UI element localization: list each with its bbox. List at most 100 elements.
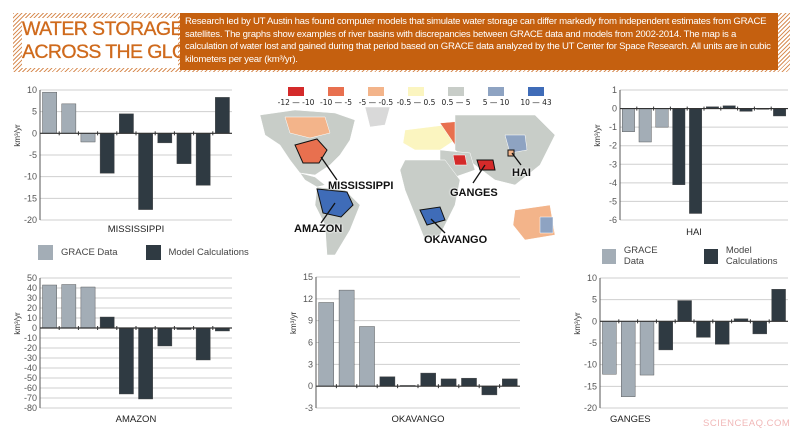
map-china-gain — [504, 134, 528, 154]
legend-item-grace: GRACE Data — [602, 245, 676, 267]
bar-model — [689, 108, 703, 214]
map-legend-item: -10 — -5 — [316, 87, 356, 107]
chart-title-ganges: GANGES — [610, 414, 651, 425]
map-label-amazon: AMAZON — [294, 223, 343, 235]
map-central-america — [299, 172, 326, 188]
map-asia — [454, 114, 556, 186]
chart-amazon: 50 40 30 20 10 0 -10 -20 -30 -40 -50 -60 -70 -80 km³/y… — [10, 272, 235, 413]
bar-model — [440, 378, 457, 387]
y-tick-label: -5 — [29, 150, 37, 160]
bar-grace — [621, 321, 636, 397]
legend-item-model: Model Calculations — [703, 245, 800, 267]
y-tick-label: 3 — [308, 359, 313, 369]
grace-swatch — [602, 248, 616, 264]
y-tick-label: 0 — [32, 128, 37, 138]
bar-grace — [42, 284, 57, 329]
map-legend-label: -5 — -0.5 — [358, 98, 394, 107]
y-tick-label: -10 — [24, 172, 37, 182]
legend-label: Model Calculations — [168, 247, 249, 258]
map-label-mississippi: MISSISSIPPI — [328, 180, 394, 192]
y-tick-label: 40 — [27, 283, 37, 293]
bar-model — [138, 133, 153, 210]
y-tick-label: -3 — [305, 403, 313, 413]
bar-grace — [42, 91, 57, 134]
intro-text: Research led by UT Austin has found comp… — [180, 13, 778, 70]
y-tick-label: -20 — [24, 215, 37, 225]
map-okavango — [419, 206, 446, 226]
world-map — [259, 106, 556, 256]
y-tick-label: -60 — [24, 383, 37, 393]
bar-model — [420, 372, 436, 387]
y-tick-label: -15 — [584, 381, 597, 391]
title-line: ACROSS THE GLOBE — [22, 41, 212, 63]
map-label-okavango: OKAVANGO — [424, 234, 488, 246]
y-tick-label: -20 — [584, 403, 597, 413]
y-axis-label: km³/yr — [13, 124, 22, 147]
y-tick-label: -5 — [589, 338, 597, 348]
y-tick-label: -40 — [24, 363, 37, 373]
chart-title-mississippi: MISSISSIPPI — [107, 224, 165, 235]
map-greenland — [364, 106, 391, 128]
y-tick-label: -70 — [24, 393, 37, 403]
map-legend-swatch — [528, 87, 544, 96]
y-tick-label: 0 — [32, 323, 37, 333]
bar-model — [771, 289, 786, 322]
map-legend-swatch — [288, 87, 304, 96]
y-tick-label: 50 — [27, 273, 37, 283]
map-mississippi — [294, 138, 328, 164]
y-axis-label: km³/yr — [593, 124, 602, 147]
legend-item-grace: GRACE Data — [38, 245, 118, 260]
bar-grace — [61, 103, 77, 134]
bar-model — [99, 133, 115, 174]
chart-title-hai: HAI — [686, 227, 702, 238]
y-tick-label: 5 — [32, 107, 37, 117]
y-axis-label: km³/yr — [573, 312, 582, 335]
y-tick-label: -15 — [24, 193, 37, 203]
map-legend-item: 10 — 43 — [516, 87, 556, 107]
bar-model — [461, 377, 477, 387]
bar-model — [176, 133, 192, 164]
bar-model — [119, 327, 134, 395]
legend-label: GRACE Data — [61, 247, 118, 258]
chart-hai: 1 0 -1 -2 -3 -4 -5 -6 km³/yr — [590, 85, 790, 225]
bar-model — [157, 133, 173, 144]
y-tick-label: 20 — [27, 303, 37, 313]
chart-title-okavango: OKAVANGO — [391, 414, 445, 425]
map-iran-loss — [452, 154, 468, 166]
map-legend-item: 0.5 — 5 — [436, 87, 476, 107]
bar-model — [195, 133, 211, 186]
bar-chart-svg: 1 0 -1 -2 -3 -4 -5 -6 km³/yr — [593, 85, 788, 225]
chart-mississippi: 10 5 0 -5 -10 -15 -20 km³/yr — [10, 85, 235, 225]
chart-legend-left: GRACE Data Model Calculations — [38, 245, 277, 260]
y-tick-label: 5 — [592, 295, 597, 305]
y-tick-label: -3 — [609, 159, 617, 169]
map-ganges — [476, 159, 496, 171]
chart-legend-right: GRACE Data Model Calculations — [602, 245, 800, 267]
bar-model — [119, 113, 134, 134]
map-legend: -12 — -10 -10 — -5 -5 — -0.5 -0.5 — 0.5 0.5 … — [276, 87, 556, 107]
bar-model — [502, 378, 518, 387]
y-tick-label: 12 — [303, 294, 313, 304]
page-title: WATER STORAGE TRENDS ACROSS THE GLOBE — [22, 18, 265, 68]
bar-model — [773, 108, 787, 117]
map-legend-swatch — [408, 87, 424, 96]
y-tick-label: 0 — [592, 316, 597, 326]
map-legend-item: -0.5 — 0.5 — [396, 87, 436, 107]
y-tick-label: -20 — [24, 343, 37, 353]
map-legend-label: -12 — -10 — [277, 98, 315, 107]
bar-grace — [639, 321, 655, 376]
bar-chart-svg: 15 12 9 6 3 0 -3 km³/yr — [289, 272, 520, 413]
map-legend-swatch — [368, 87, 384, 96]
y-tick-label: 0 — [308, 381, 313, 391]
bar-model — [696, 321, 711, 338]
bar-grace — [602, 321, 617, 375]
bar-grace — [80, 133, 96, 143]
y-tick-label: -80 — [24, 403, 37, 413]
bar-model — [715, 321, 730, 345]
map-legend-label: 5 — 10 — [482, 98, 510, 107]
bar-model — [379, 376, 396, 387]
map-legend-label: -0.5 — 0.5 — [396, 98, 436, 107]
bar-model — [481, 385, 498, 396]
